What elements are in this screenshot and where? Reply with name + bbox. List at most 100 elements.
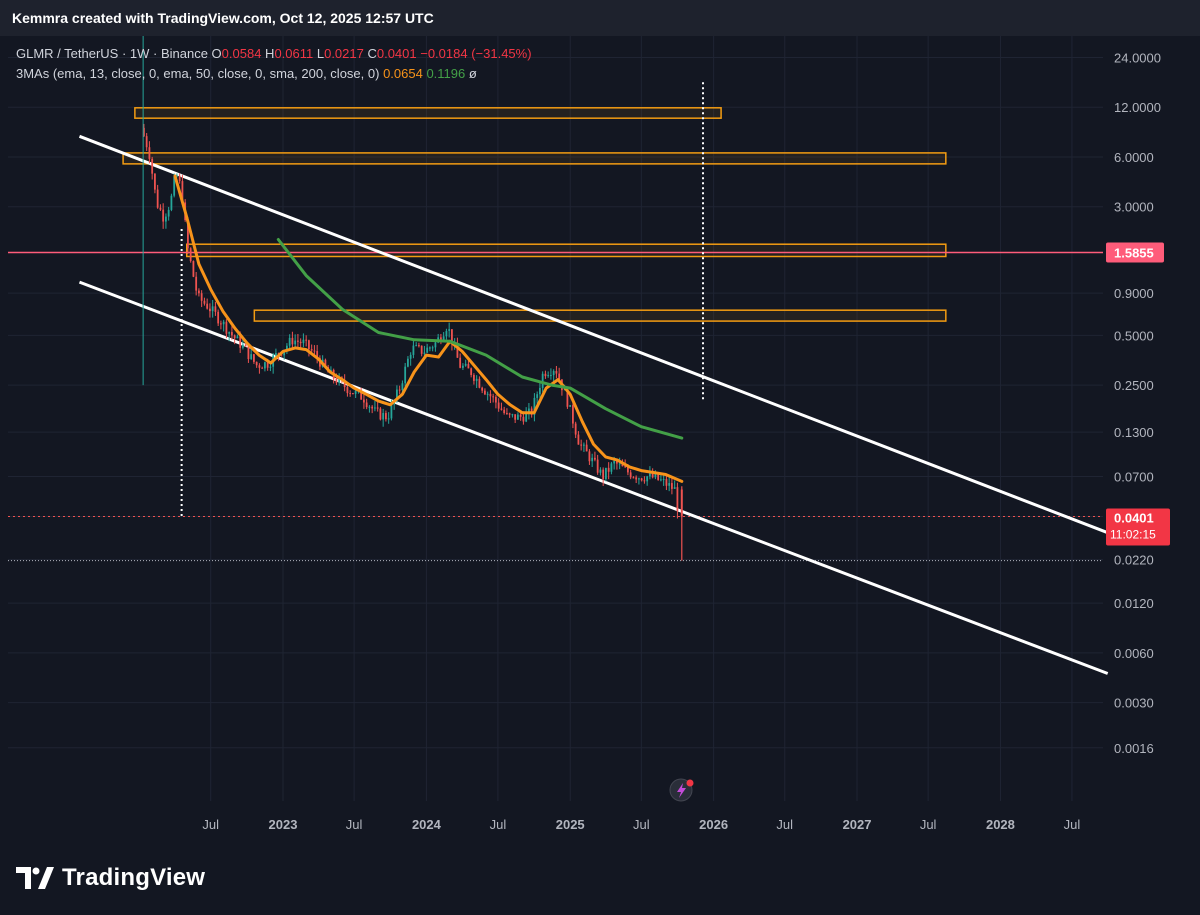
candle-body <box>616 460 618 464</box>
candle-body <box>668 483 671 486</box>
legend-ohlc-part-8: 0.0401 <box>377 46 420 61</box>
candle-body <box>305 339 308 341</box>
candle-body <box>660 479 662 481</box>
y-tick-label-3: 24.0000 <box>1114 50 1161 65</box>
candle-body <box>475 378 478 381</box>
candle-body <box>162 209 165 222</box>
y-tick-label-10: 0.2500 <box>1114 378 1154 393</box>
candle-body <box>382 413 385 420</box>
candle-body <box>514 414 517 420</box>
candle-body <box>242 344 244 348</box>
candle-body <box>594 457 596 460</box>
candle-body <box>662 479 665 481</box>
candle-body <box>643 480 646 482</box>
candle-body <box>420 345 423 354</box>
candle-body <box>621 463 624 467</box>
candle-body <box>415 345 418 347</box>
candle-body <box>605 467 607 480</box>
legend-ohlc-part-3: H <box>265 46 274 61</box>
ma-line-0 <box>173 174 684 483</box>
candle-body <box>610 463 613 472</box>
y-tick-label-11: 0.1300 <box>1114 425 1154 440</box>
attribution-text: Kemmra created with TradingView.com, Oct… <box>12 10 434 26</box>
x-tick-label-11: 2028 <box>986 817 1015 832</box>
candle-body <box>552 370 555 376</box>
candle-body <box>508 413 511 415</box>
legend-ohlc-part-5: L <box>317 46 324 61</box>
candle-body <box>409 354 412 359</box>
candle-body <box>343 380 346 388</box>
candle-body <box>657 473 660 480</box>
candle-body <box>651 472 654 478</box>
candle-body <box>640 478 643 481</box>
candle-body <box>269 366 272 368</box>
candle-body <box>646 476 649 482</box>
candle-body <box>569 405 572 407</box>
chart-svg[interactable]: 150.000080.000044.000024.000012.00006.00… <box>8 36 1192 836</box>
candle-body <box>206 303 209 309</box>
candle-body <box>613 460 616 464</box>
candle-body <box>585 444 588 452</box>
x-tick-label-2: Jul <box>346 817 363 832</box>
y-tick-label-6: 3.0000 <box>1114 200 1154 215</box>
candle-body <box>464 363 467 366</box>
candle-body <box>302 339 305 344</box>
tradingview-wordmark: TradingView <box>62 864 206 891</box>
y-tick-label-14: 0.0220 <box>1114 553 1154 568</box>
candle-body <box>506 413 508 415</box>
y-tick-label-17: 0.0030 <box>1114 696 1154 711</box>
candle-body <box>371 406 374 409</box>
candle-body <box>236 336 239 339</box>
candle-body <box>310 349 313 351</box>
candle-body <box>555 370 558 374</box>
last-price-label: 0.0401 <box>1114 511 1154 526</box>
candle-body <box>253 354 255 362</box>
candle-body <box>492 396 495 398</box>
candle-body <box>275 353 277 356</box>
candle-body <box>528 408 530 413</box>
y-tick-label-8: 0.9000 <box>1114 286 1154 301</box>
chart-pane[interactable]: 150.000080.000044.000024.000012.00006.00… <box>8 36 1192 836</box>
candle-body <box>363 399 365 403</box>
candle-body <box>354 390 357 394</box>
candle-body <box>225 321 228 334</box>
candle-body <box>442 336 445 341</box>
x-tick-label-3: 2024 <box>412 817 442 832</box>
candle-body <box>448 329 451 331</box>
x-tick-label-5: 2025 <box>556 817 585 832</box>
candle-body <box>261 367 264 369</box>
legend-ohlc-part-0: GLMR / TetherUS · 1W · Binance <box>16 46 212 61</box>
candle-body <box>214 306 217 312</box>
candle-body <box>632 477 635 479</box>
candle-body <box>544 373 547 377</box>
ma-line-1 <box>276 238 684 440</box>
legend-ohlc-part-2: 0.0584 <box>222 46 265 61</box>
candle-body <box>308 340 310 350</box>
candle-body <box>192 261 195 277</box>
candle-body <box>665 479 668 486</box>
candle-body <box>671 483 673 489</box>
candle-body <box>572 405 574 424</box>
candle-body <box>288 337 291 346</box>
candle-body <box>629 472 632 478</box>
candle-body <box>203 300 206 304</box>
candle-body <box>500 408 503 410</box>
x-tick-label-10: Jul <box>920 817 937 832</box>
candle-body <box>255 361 258 366</box>
candle-body <box>426 347 429 353</box>
candle-body <box>445 330 448 337</box>
candle-body <box>489 393 492 397</box>
candle-body <box>607 467 610 472</box>
candle-body <box>170 195 173 210</box>
candle-body <box>618 463 621 465</box>
candle-body <box>580 444 583 446</box>
candle-body-current <box>680 489 683 517</box>
candle-body <box>313 350 316 352</box>
candle-body <box>566 389 569 407</box>
candle-body <box>539 387 541 395</box>
candle-body <box>654 473 657 478</box>
channel-line-1 <box>78 280 1109 675</box>
candle-body <box>167 209 170 217</box>
candle-body <box>291 337 294 345</box>
legend-ohlc-part-9: −0.0184 (−31.45%) <box>420 46 531 61</box>
